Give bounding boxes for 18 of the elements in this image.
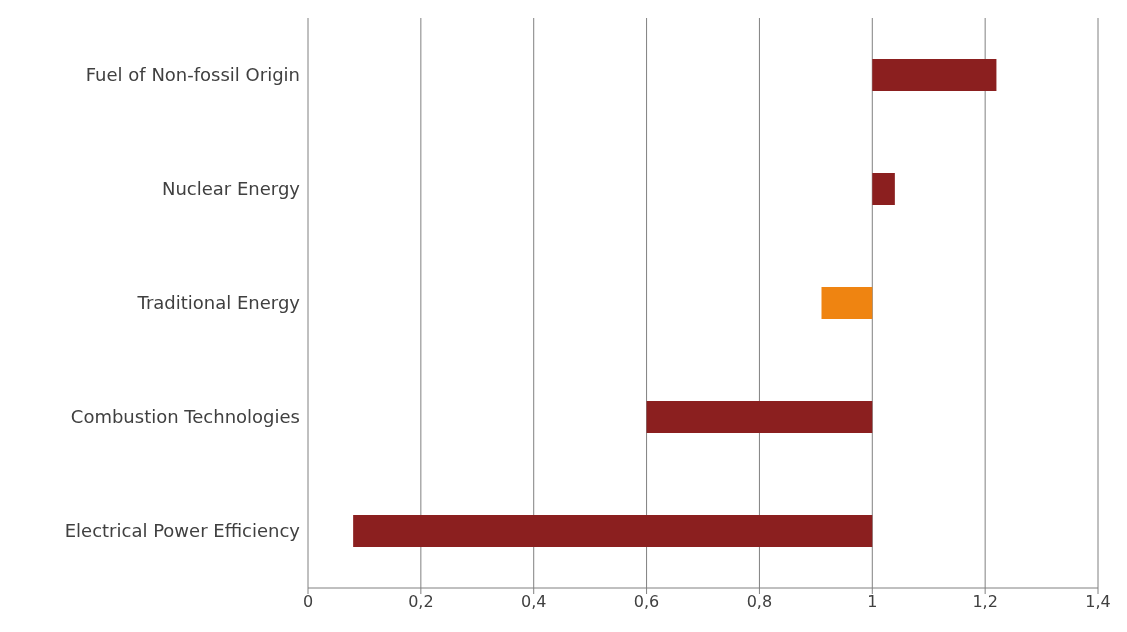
y-tick-label: Traditional Energy bbox=[136, 292, 301, 314]
bar bbox=[872, 59, 997, 91]
x-tick-label: 1 bbox=[867, 592, 878, 612]
x-tick-label: 1,2 bbox=[972, 592, 998, 612]
y-tick-label: Combustion Technologies bbox=[70, 406, 300, 428]
y-tick-label: Fuel of Non-fossil Origin bbox=[85, 64, 300, 86]
x-tick-label: 1,4 bbox=[1085, 592, 1111, 612]
x-tick-label: 0,4 bbox=[520, 592, 547, 612]
bar bbox=[821, 287, 873, 319]
x-tick-label: 0,8 bbox=[746, 592, 773, 612]
bar bbox=[353, 515, 873, 547]
x-tick-label: 0,6 bbox=[633, 592, 660, 612]
y-tick-label: Nuclear Energy bbox=[161, 178, 301, 200]
bar bbox=[872, 173, 895, 205]
y-tick-label: Electrical Power Efficiency bbox=[64, 520, 301, 542]
x-tick-label: 0,2 bbox=[408, 592, 434, 612]
bar bbox=[646, 401, 873, 433]
x-tick-label: 0 bbox=[302, 592, 314, 612]
